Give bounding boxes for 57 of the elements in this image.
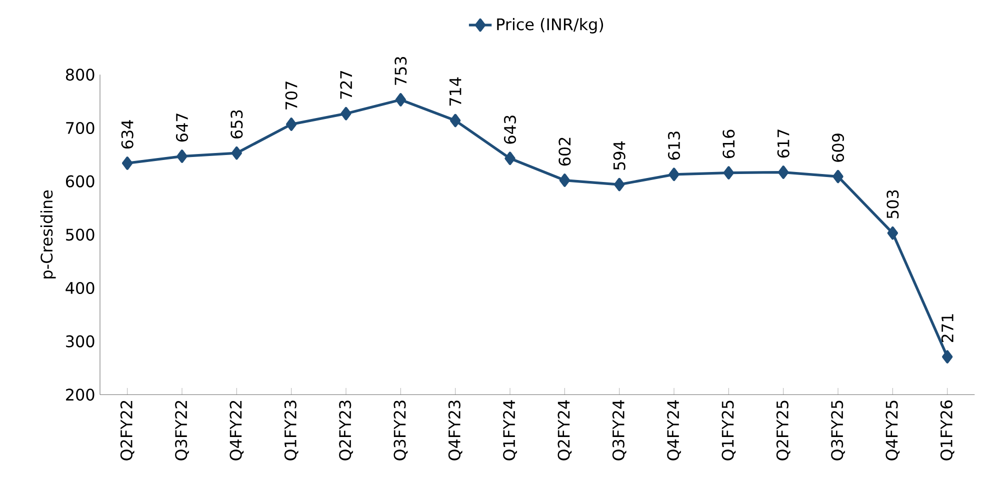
y-tick-label: 600	[66, 175, 94, 188]
x-tick-label: Q1FY23	[284, 400, 298, 460]
x-tick-label: Q3FY23	[394, 400, 408, 460]
point	[122, 156, 133, 170]
legend-label: Price (INR/kg)	[497, 18, 604, 34]
data-label: 503	[886, 190, 899, 218]
data-label: 707	[285, 82, 298, 110]
data-label: 613	[668, 132, 680, 160]
x-tick-label: Q1FY26	[940, 400, 954, 460]
x-tick-label: Q3FY25	[831, 400, 845, 460]
x-tick-label: Q4FY22	[230, 400, 244, 460]
x-tick-label: Q1FY24	[503, 400, 517, 460]
x-tick-label: Q2FY24	[558, 400, 572, 460]
point	[504, 152, 516, 166]
data-label: 647	[176, 114, 188, 142]
data-label: 653	[230, 110, 243, 138]
point	[778, 166, 789, 179]
point	[450, 114, 461, 128]
point	[614, 178, 625, 192]
x-tick-label: Q2FY22	[120, 400, 134, 460]
x-tick-label: Q4FY23	[448, 400, 462, 460]
point	[887, 226, 898, 240]
data-label: 594	[613, 141, 626, 170]
x-tick-label: Q2FY25	[776, 400, 790, 460]
point	[832, 170, 844, 184]
point	[395, 93, 406, 106]
data-label: 602	[558, 138, 571, 166]
x-tick-label: Q3FY24	[612, 400, 626, 460]
x-tick-label: Q4FY25	[886, 400, 900, 460]
y-tick-label: 500	[66, 228, 94, 241]
point	[286, 118, 297, 131]
y-tick-label: 200	[66, 388, 94, 401]
x-tick-label: Q1FY25	[722, 400, 736, 460]
y-tick-label: 800	[66, 68, 94, 81]
data-label: 617	[777, 130, 790, 158]
y-tick-label: 300	[66, 335, 94, 348]
point	[231, 146, 242, 160]
x-tick-label: Q2FY23	[339, 400, 353, 460]
point	[340, 106, 352, 120]
data-label: 753	[394, 57, 407, 85]
y-axis-title: p-Cresidine	[40, 190, 56, 278]
x-tick-label: Q3FY22	[175, 400, 189, 460]
data-label: 609	[832, 134, 844, 162]
data-label: 634	[121, 120, 134, 149]
point	[559, 174, 570, 187]
data-label: 616	[722, 130, 735, 158]
point	[176, 150, 188, 163]
data-label: 727	[340, 70, 352, 99]
data-label: 643	[504, 116, 516, 144]
data-label: 271	[941, 314, 954, 342]
point	[668, 168, 680, 182]
y-tick-label: 700	[66, 122, 94, 134]
point	[723, 166, 734, 180]
point	[942, 350, 953, 364]
data-label: 714	[450, 77, 462, 106]
y-tick-label: 400	[66, 282, 94, 294]
x-tick-label: Q4FY24	[667, 400, 681, 460]
